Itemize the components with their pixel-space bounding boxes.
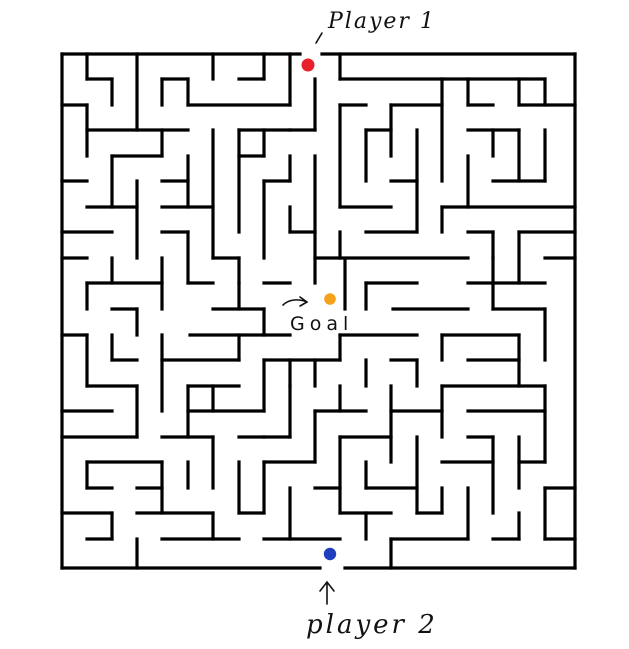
player1-marker[interactable] — [301, 58, 315, 72]
goal-marker — [324, 293, 336, 305]
player2-arrow-icon — [319, 580, 335, 605]
player2-label: player 2 — [306, 610, 438, 640]
player1-tick-mark — [315, 32, 323, 44]
maze-walls — [60, 52, 577, 570]
player1-label: Player 1 — [328, 9, 436, 34]
goal-arrow-icon — [282, 296, 309, 307]
maze-border — [60, 52, 577, 570]
goal-label: Goal — [290, 313, 354, 335]
player2-marker[interactable] — [323, 547, 337, 561]
